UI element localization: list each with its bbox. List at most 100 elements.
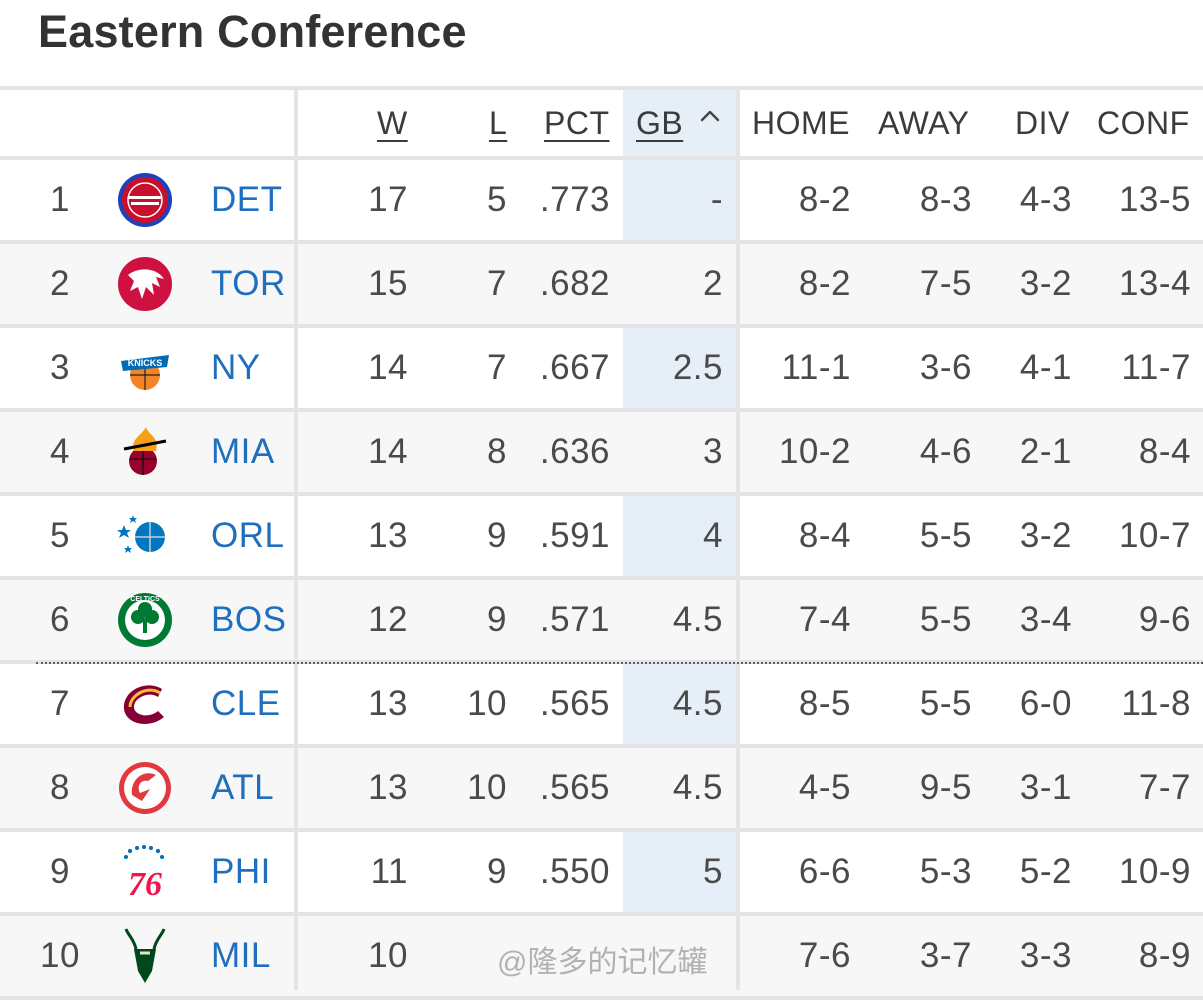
rank-cell: 8 — [50, 768, 70, 807]
team-link[interactable]: TOR — [211, 264, 286, 303]
wins-cell: 17 — [368, 180, 408, 219]
row-divider — [0, 240, 1203, 244]
table-row: 5 ORL 13 9 .591 4 8-4 5-5 3-2 10-7 — [0, 496, 1203, 576]
pistons-logo[interactable] — [116, 171, 174, 229]
team-link[interactable]: NY — [211, 348, 261, 387]
away-record-cell: 8-3 — [919, 180, 972, 219]
76ers-logo[interactable]: 76 — [116, 843, 174, 903]
team-link[interactable]: ORL — [211, 516, 285, 555]
team-link[interactable]: DET — [211, 180, 283, 219]
conf-record-cell: 13-4 — [1118, 264, 1191, 303]
table-row: 2 TOR 15 7 .682 2 8-2 7-5 3-2 13-4 — [0, 244, 1203, 324]
away-record-cell: 9-5 — [919, 768, 972, 807]
header-home[interactable]: HOME — [752, 105, 850, 141]
division-record-cell: 3-2 — [1019, 516, 1072, 555]
svg-text:KNICKS: KNICKS — [128, 358, 163, 368]
row-divider — [0, 912, 1203, 916]
playoff-cutoff-line — [36, 662, 1203, 664]
win-pct-cell: .571 — [539, 600, 610, 639]
header-away[interactable]: AWAY — [878, 105, 970, 141]
team-link[interactable]: BOS — [211, 600, 287, 639]
header-pct[interactable]: PCT — [544, 105, 610, 141]
losses-cell: 9 — [487, 600, 507, 639]
home-record-cell: 8-4 — [798, 516, 851, 555]
team-link[interactable]: CLE — [211, 684, 281, 723]
conf-record-cell: 8-9 — [1138, 936, 1191, 975]
wins-cell: 14 — [368, 432, 408, 471]
team-link[interactable]: MIA — [211, 432, 275, 471]
away-record-cell: 5-3 — [919, 852, 972, 891]
wins-cell: 13 — [368, 516, 408, 555]
row-divider — [0, 996, 1203, 1000]
home-record-cell: 8-2 — [798, 264, 851, 303]
losses-cell: 10 — [467, 768, 507, 807]
gb-column-separator — [736, 86, 740, 990]
bucks-logo[interactable] — [116, 927, 174, 985]
losses-cell: 9 — [487, 516, 507, 555]
wins-cell: 13 — [368, 684, 408, 723]
away-record-cell: 3-7 — [919, 936, 972, 975]
team-link[interactable]: PHI — [211, 852, 271, 891]
celtics-logo[interactable]: CELTICS — [116, 591, 174, 649]
header-bottom-border — [0, 156, 1203, 160]
header-w[interactable]: W — [377, 105, 408, 141]
conf-record-cell: 8-4 — [1138, 432, 1191, 471]
table-row: 3 KNICKS NY 14 7 .667 2.5 11-1 3-6 4-1 11-7 — [0, 328, 1203, 408]
row-divider — [0, 576, 1203, 580]
home-record-cell: 10-2 — [778, 432, 851, 471]
rank-cell: 10 — [40, 936, 80, 975]
team-link[interactable]: MIL — [211, 936, 271, 975]
conf-record-cell: 10-7 — [1118, 516, 1191, 555]
table-top-border — [0, 86, 1203, 90]
row-divider — [0, 324, 1203, 328]
standings-table: W L PCT GB HOME AWAY DIV CONF 1 DET 17 5 .77… — [0, 86, 1203, 1000]
win-pct-cell: .550 — [539, 852, 610, 891]
raptors-logo[interactable] — [116, 255, 174, 313]
games-behind-cell: - — [710, 180, 723, 219]
rank-cell: 7 — [50, 684, 70, 723]
caret-up-icon[interactable] — [698, 106, 722, 126]
win-pct-cell: .591 — [539, 516, 610, 555]
conf-record-cell: 11-7 — [1121, 348, 1191, 387]
rank-cell: 1 — [50, 180, 70, 219]
division-record-cell: 3-1 — [1019, 768, 1072, 807]
heat-logo[interactable] — [116, 423, 174, 481]
division-record-cell: 2-1 — [1019, 432, 1072, 471]
win-pct-cell: .773 — [539, 180, 610, 219]
knicks-logo[interactable]: KNICKS — [116, 339, 174, 397]
header-conf[interactable]: CONF — [1097, 105, 1190, 141]
team-link[interactable]: ATL — [211, 768, 275, 807]
magic-logo[interactable] — [116, 507, 174, 565]
table-row: 6 CELTICS BOS 12 9 .571 4.5 7-4 5-5 3-4 9-6 — [0, 580, 1203, 660]
table-row: 1 DET 17 5 .773 - 8-2 8-3 4-3 13-5 — [0, 160, 1203, 240]
svg-text:76: 76 — [128, 866, 162, 901]
hawks-logo[interactable] — [116, 759, 174, 817]
cavaliers-logo[interactable] — [116, 675, 174, 733]
wins-cell: 10 — [368, 936, 408, 975]
wins-cell: 13 — [368, 768, 408, 807]
games-behind-cell: 4.5 — [672, 684, 723, 723]
rank-cell: 9 — [50, 852, 70, 891]
away-record-cell: 3-6 — [919, 348, 972, 387]
games-behind-cell: 4.5 — [672, 600, 723, 639]
away-record-cell: 5-5 — [919, 684, 972, 723]
conf-record-cell: 13-5 — [1118, 180, 1191, 219]
rank-cell: 4 — [50, 432, 70, 471]
win-pct-cell: .636 — [539, 432, 610, 471]
conf-record-cell: 11-8 — [1121, 684, 1191, 723]
header-row: W L PCT GB HOME AWAY DIV CONF — [0, 90, 1203, 158]
division-record-cell: 3-3 — [1019, 936, 1072, 975]
watermark: @隆多的记忆罐 — [497, 946, 708, 979]
away-record-cell: 7-5 — [919, 264, 972, 303]
home-record-cell: 8-5 — [798, 684, 851, 723]
team-column-separator — [294, 86, 298, 990]
header-div[interactable]: DIV — [1015, 105, 1070, 141]
rank-cell: 3 — [50, 348, 70, 387]
away-record-cell: 5-5 — [919, 600, 972, 639]
row-divider — [0, 744, 1203, 748]
header-l[interactable]: L — [489, 105, 508, 141]
games-behind-cell: 4 — [703, 516, 723, 555]
losses-cell: 8 — [487, 432, 507, 471]
header-gb[interactable]: GB — [636, 105, 684, 141]
losses-cell: 5 — [487, 180, 507, 219]
